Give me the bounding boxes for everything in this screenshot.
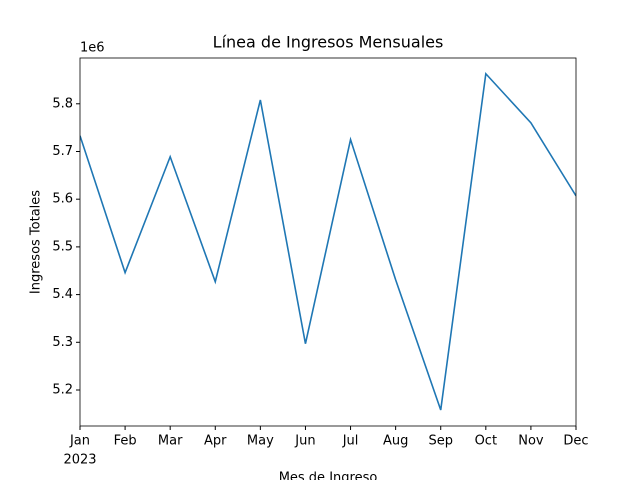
x-tick-label: Sep xyxy=(428,434,453,449)
x-tick-label: Apr xyxy=(204,434,227,449)
x-tick-label: Aug xyxy=(383,434,408,449)
y-tick-label: 5.7 xyxy=(52,144,73,159)
x-tick-label: Jun xyxy=(294,434,315,449)
line xyxy=(80,71,576,411)
y-tick-label: 5.5 xyxy=(52,239,73,254)
plot-frame xyxy=(79,57,577,427)
x-tick-label: Feb xyxy=(114,434,137,449)
chart-title: Línea de Ingresos Mensuales xyxy=(213,33,444,52)
y-axis-label: Ingresos Totales xyxy=(29,190,44,294)
year-label: 2023 xyxy=(63,453,96,468)
y-tick-label: 5.4 xyxy=(52,287,73,302)
x-tick-label: Dec xyxy=(563,434,588,449)
x-tick-label: May xyxy=(247,434,274,449)
y-tick-label: 5.2 xyxy=(52,382,73,397)
x-tick-label: Jan xyxy=(69,434,90,449)
x-tick-label: Nov xyxy=(518,434,544,449)
y-offset-label: 1e6 xyxy=(80,41,105,56)
y-tick-label: 5.6 xyxy=(52,192,73,207)
x-axis-label: Mes de Ingreso xyxy=(279,471,378,480)
x-tick-label: Jul xyxy=(342,434,359,449)
y-tick-label: 5.3 xyxy=(52,335,73,350)
y-tick-label: 5.8 xyxy=(52,96,73,111)
x-tick-label: Mar xyxy=(158,434,183,449)
x-tick-label: Oct xyxy=(475,434,497,449)
